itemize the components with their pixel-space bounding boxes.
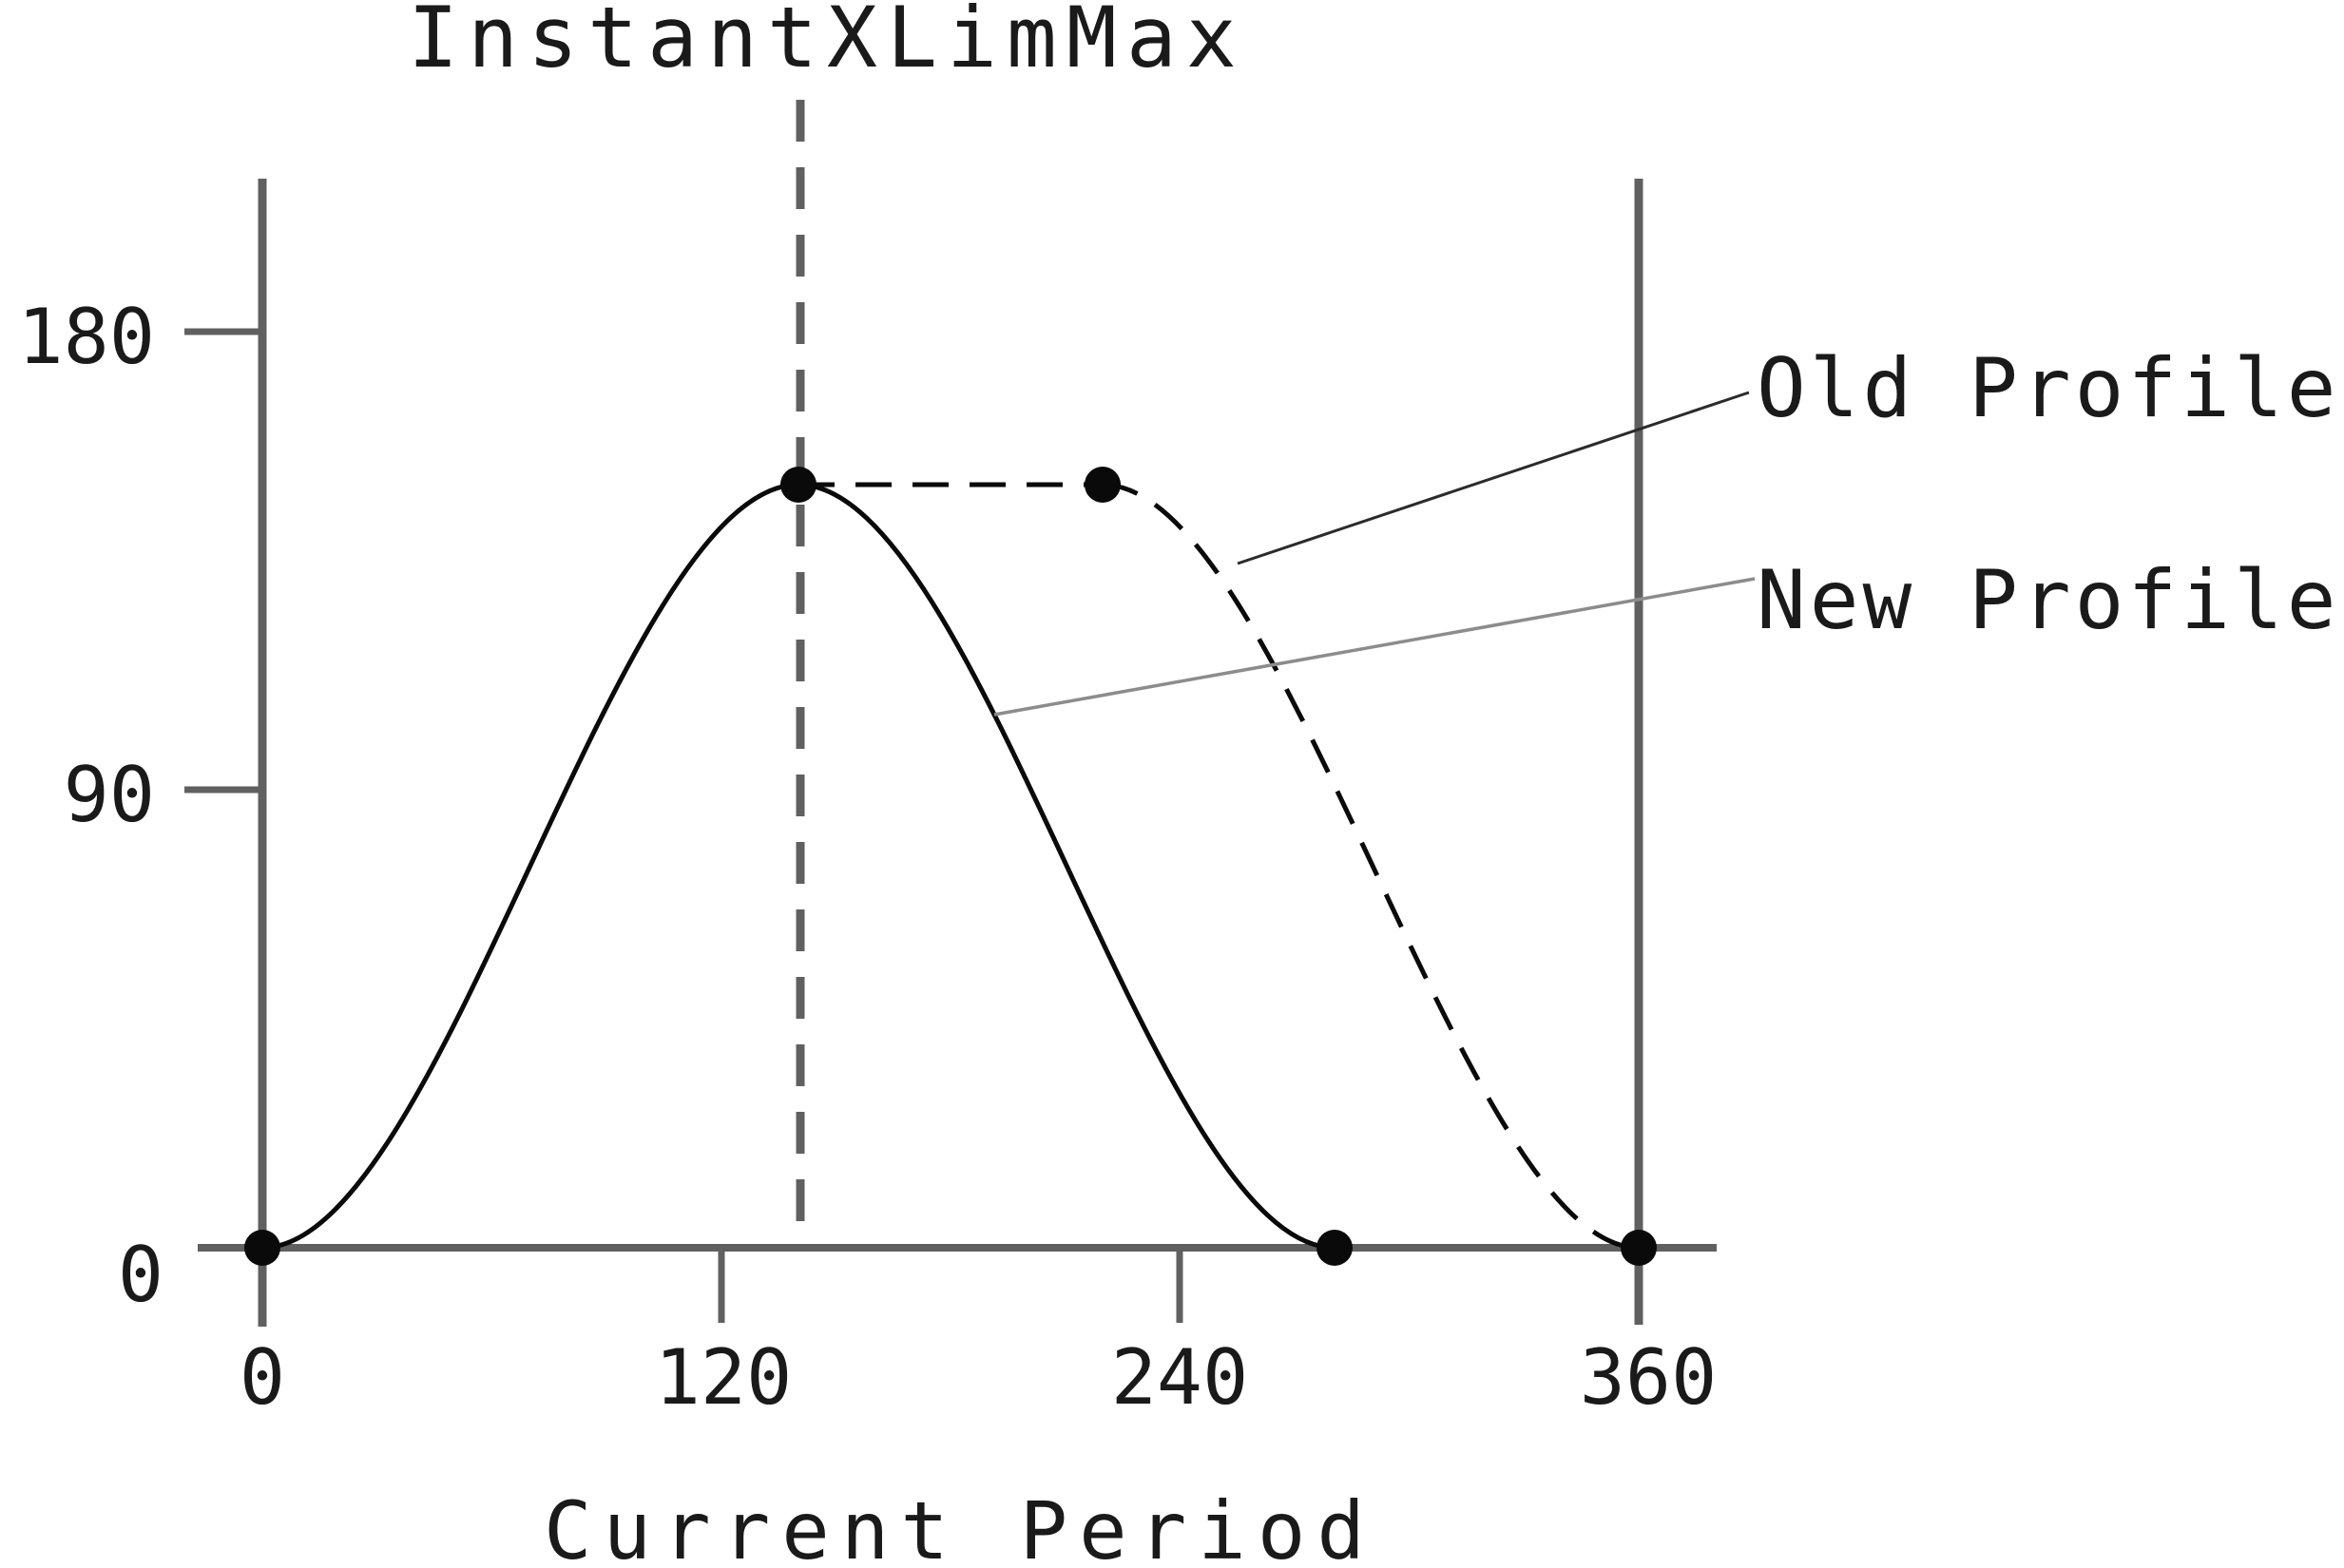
old-profile-leader-line bbox=[1237, 391, 1750, 565]
legend-old-profile-label: Old Profile bbox=[1757, 341, 2340, 436]
marker-x0-y0 bbox=[244, 1230, 280, 1266]
marker-x280-y0 bbox=[1316, 1230, 1353, 1266]
new-profile-leader-line bbox=[993, 577, 1756, 717]
x-label-0: 0 bbox=[240, 1333, 285, 1422]
y-label-0: 0 bbox=[118, 1231, 163, 1319]
marker-x140-y150 bbox=[780, 467, 817, 503]
x-axis-labels: 0 120 240 360 bbox=[240, 1333, 1717, 1422]
new-profile-rise-curve bbox=[261, 482, 799, 1251]
legend-new-profile-label: New Profile bbox=[1757, 553, 2340, 648]
y-label-90: 90 bbox=[64, 751, 155, 839]
old-profile-fall-dashed bbox=[1102, 482, 1640, 1251]
marker-x220-y150 bbox=[1085, 467, 1121, 503]
x-label-360: 360 bbox=[1580, 1333, 1718, 1422]
new-profile-fall-curve bbox=[797, 482, 1335, 1251]
y-label-180: 180 bbox=[18, 293, 156, 381]
x-axis-title: Current Period bbox=[544, 1484, 1376, 1568]
chart-title-instantxlimmax: InstantXLimMax bbox=[408, 0, 1246, 86]
y-axis-labels: 180 90 0 bbox=[18, 293, 164, 1319]
data-point-markers bbox=[244, 467, 1657, 1266]
x-label-120: 120 bbox=[655, 1333, 793, 1422]
x-label-240: 240 bbox=[1111, 1333, 1249, 1422]
marker-x360-y0 bbox=[1621, 1230, 1657, 1266]
profile-curves bbox=[261, 482, 1640, 1251]
axes-group bbox=[184, 179, 1717, 1327]
